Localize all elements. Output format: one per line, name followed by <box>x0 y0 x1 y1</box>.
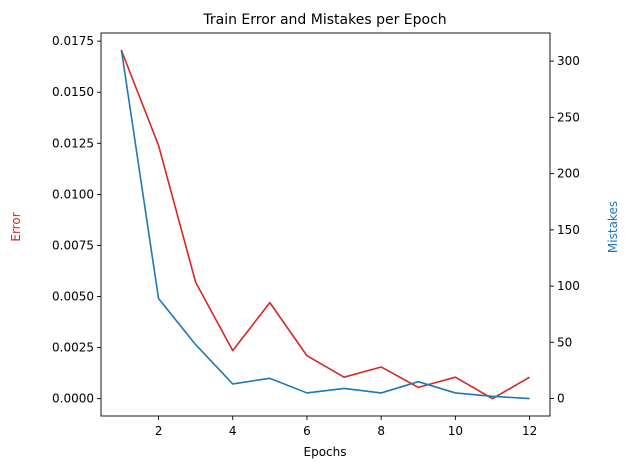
x-tick-label: 8 <box>377 424 385 438</box>
ticks-layer: 2 4 6 8 10 12 0.0000 0.0025 0.0050 0.0075 0.0100 0.… <box>52 34 580 438</box>
right-y-tick-label: 100 <box>557 279 580 293</box>
x-tick-label: 12 <box>522 424 537 438</box>
series-line-error <box>120 50 530 400</box>
x-tick-label: 10 <box>448 424 463 438</box>
left-y-tick-label: 0.0150 <box>52 85 94 99</box>
x-tick-label: 4 <box>229 424 237 438</box>
x-axis-label: Epochs <box>304 445 347 459</box>
left-y-tick-label: 0.0050 <box>52 290 94 304</box>
right-y-tick-label: 250 <box>557 110 580 124</box>
left-y-tick-label: 0.0075 <box>52 238 94 252</box>
right-y-axis-label: Mistakes <box>606 201 620 253</box>
left-y-tick-label: 0.0100 <box>52 187 94 201</box>
plot-area <box>100 32 551 417</box>
left-y-tick-label: 0.0025 <box>52 341 94 355</box>
series-layer <box>120 49 530 400</box>
left-y-tick-label: 0.0000 <box>52 392 94 406</box>
right-y-tick-label: 300 <box>557 54 580 68</box>
right-y-tick-label: 0 <box>557 392 565 406</box>
series-line-mistakes <box>120 49 530 400</box>
x-tick-label: 2 <box>155 424 163 438</box>
chart-title: Train Error and Mistakes per Epoch <box>202 12 446 28</box>
left-y-tick-label: 0.0125 <box>52 136 94 150</box>
left-y-tick-label: 0.0175 <box>52 34 94 48</box>
x-tick-label: 6 <box>303 424 311 438</box>
plot-frame <box>100 32 551 417</box>
right-y-tick-label: 50 <box>557 335 572 349</box>
right-y-tick-label: 150 <box>557 223 580 237</box>
right-y-tick-label: 200 <box>557 167 580 181</box>
left-y-axis-label: Error <box>9 212 23 241</box>
